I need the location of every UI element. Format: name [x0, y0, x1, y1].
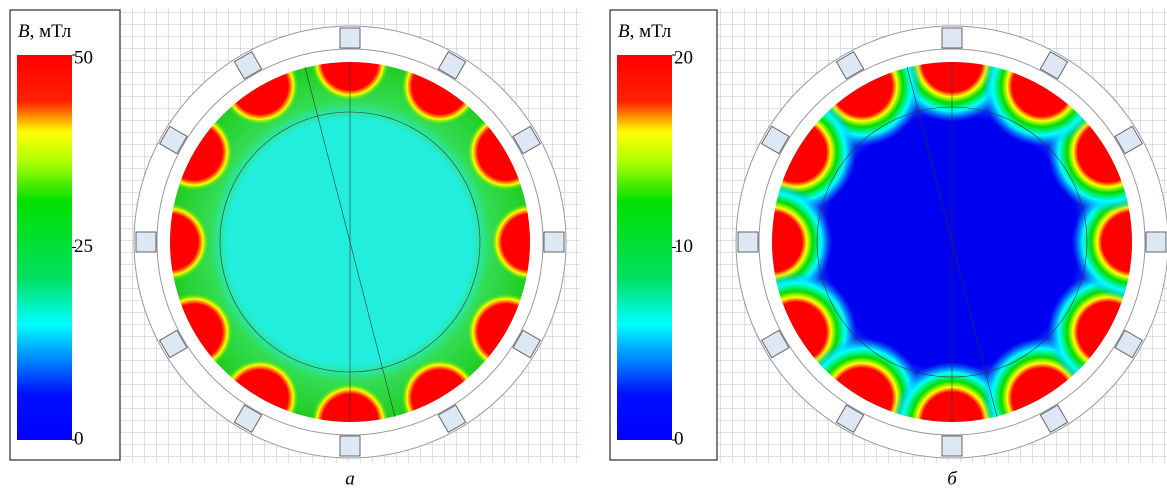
colorbar — [617, 55, 672, 440]
colorbar-unit: , мТл — [630, 21, 672, 42]
magnet — [942, 436, 962, 456]
colorbar-tick-label: 20 — [674, 47, 693, 68]
magnet — [544, 232, 564, 252]
colorbar-symbol: B — [18, 21, 30, 42]
colorbar-tick-label: 50 — [74, 47, 93, 68]
caption: б — [947, 468, 958, 489]
colorbar-unit: , мТл — [30, 21, 72, 42]
colorbar-tick-label: 10 — [674, 236, 693, 257]
colorbar — [17, 55, 72, 440]
magnet — [1146, 232, 1166, 252]
colorbar-title: B, мТл — [18, 21, 72, 42]
magnet — [942, 28, 962, 48]
colorbar-tick-label: 0 — [74, 428, 84, 449]
caption: а — [345, 468, 355, 489]
colorbar-tick-label: 25 — [74, 236, 93, 257]
magnet — [340, 28, 360, 48]
figure: B, мТл02550аB, мТл01020б — [0, 0, 1167, 492]
colorbar-symbol: B — [618, 21, 630, 42]
colorbar-title: B, мТл — [618, 21, 672, 42]
magnet — [738, 232, 758, 252]
magnet — [136, 232, 156, 252]
magnet — [340, 436, 360, 456]
colorbar-tick-label: 0 — [674, 428, 684, 449]
